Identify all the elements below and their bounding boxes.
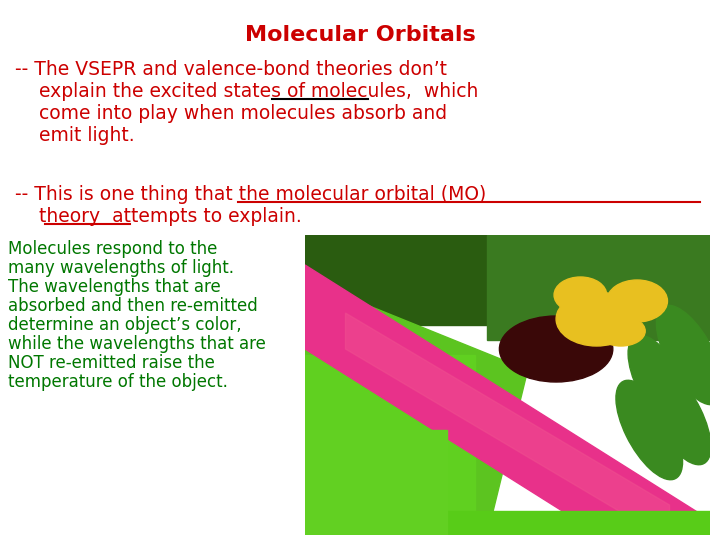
Bar: [487, 235, 710, 340]
Text: theory  attempts to explain.: theory attempts to explain.: [15, 207, 302, 226]
Polygon shape: [346, 313, 670, 535]
Text: while the wavelengths that are: while the wavelengths that are: [8, 335, 266, 353]
Ellipse shape: [644, 365, 711, 465]
Ellipse shape: [607, 280, 667, 322]
Text: -- The VSEPR and valence-bond theories don’t: -- The VSEPR and valence-bond theories d…: [15, 60, 447, 79]
Bar: [305, 430, 446, 535]
Text: -- This is one thing that the molecular orbital (MO): -- This is one thing that the molecular …: [15, 185, 486, 204]
Text: many wavelengths of light.: many wavelengths of light.: [8, 259, 234, 277]
Text: explain the excited states of molecules,  which: explain the excited states of molecules,…: [15, 82, 478, 101]
Polygon shape: [305, 265, 710, 535]
Polygon shape: [305, 280, 528, 535]
Text: The wavelengths that are: The wavelengths that are: [8, 278, 221, 296]
Text: NOT re-emitted raise the: NOT re-emitted raise the: [8, 354, 215, 372]
Text: determine an object’s color,: determine an object’s color,: [8, 316, 242, 334]
Ellipse shape: [556, 292, 637, 346]
Ellipse shape: [500, 316, 613, 382]
Ellipse shape: [616, 380, 683, 480]
Text: emit light.: emit light.: [15, 126, 135, 145]
Ellipse shape: [554, 277, 607, 313]
Text: temperature of the object.: temperature of the object.: [8, 373, 228, 391]
Bar: [305, 235, 710, 325]
Ellipse shape: [657, 305, 720, 404]
Bar: [305, 511, 710, 535]
Ellipse shape: [628, 335, 695, 435]
Bar: [305, 355, 475, 535]
Text: absorbed and then re-emitted: absorbed and then re-emitted: [8, 297, 258, 315]
Ellipse shape: [597, 316, 645, 346]
Text: come into play when molecules absorb and: come into play when molecules absorb and: [15, 104, 447, 123]
Text: Molecules respond to the: Molecules respond to the: [8, 240, 217, 258]
Text: Molecular Orbitals: Molecular Orbitals: [245, 25, 475, 45]
